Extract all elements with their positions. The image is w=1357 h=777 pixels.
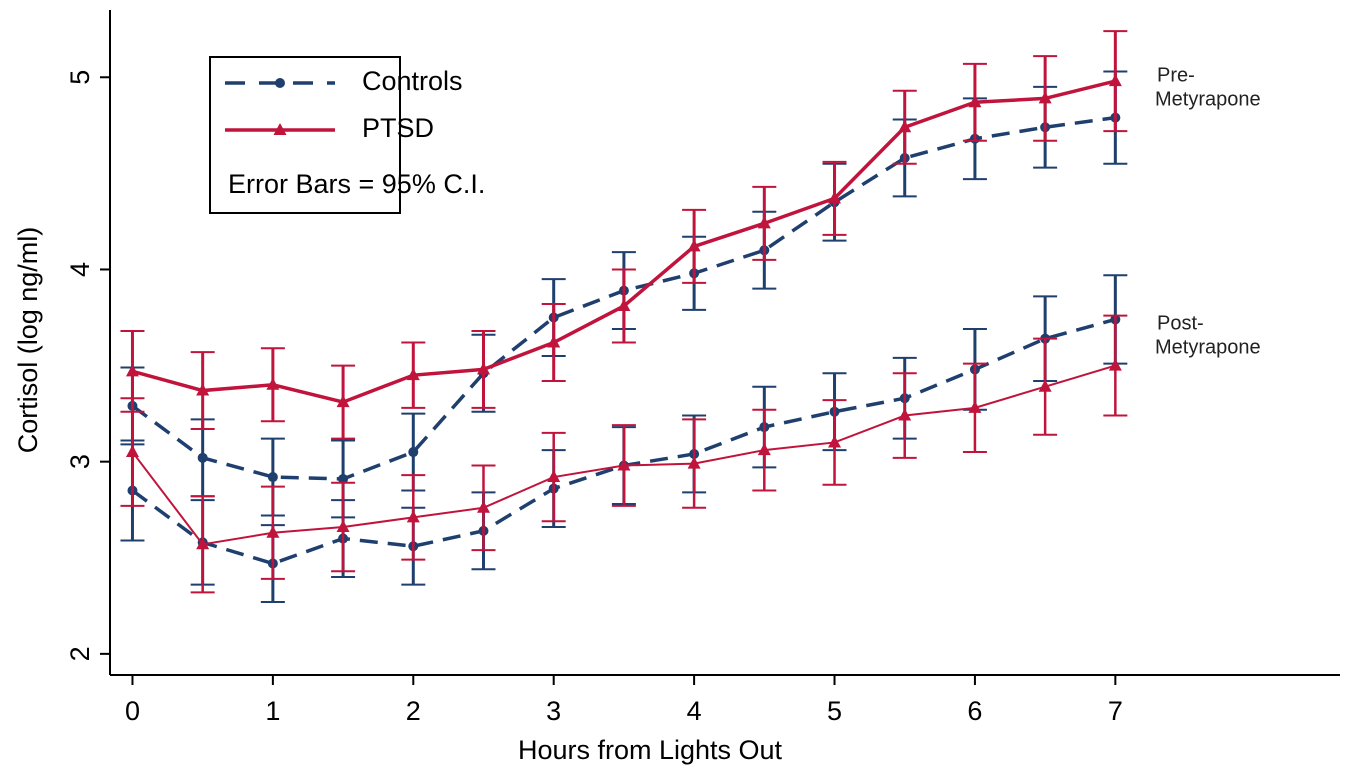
marker bbox=[1108, 74, 1122, 87]
y-tick-label: 3 bbox=[65, 454, 95, 469]
marker bbox=[1108, 358, 1122, 371]
marker bbox=[196, 537, 210, 550]
marker bbox=[687, 456, 701, 469]
marker bbox=[336, 520, 350, 533]
marker bbox=[275, 78, 285, 88]
marker bbox=[476, 500, 490, 513]
legend-label: PTSD bbox=[362, 113, 434, 143]
group-label: Metyrapone bbox=[1155, 88, 1261, 110]
marker bbox=[757, 216, 771, 229]
marker bbox=[196, 383, 210, 396]
x-tick-label: 4 bbox=[687, 696, 702, 726]
marker bbox=[1038, 379, 1052, 392]
y-tick-label: 4 bbox=[65, 262, 95, 277]
marker bbox=[408, 447, 419, 458]
group-label: Post- bbox=[1157, 313, 1204, 335]
marker bbox=[336, 395, 350, 408]
x-axis-title: Hours from Lights Out bbox=[518, 735, 783, 765]
marker bbox=[476, 362, 490, 375]
marker bbox=[687, 239, 701, 252]
y-axis-title: Cortisol (log ng/ml) bbox=[13, 227, 43, 454]
marker bbox=[338, 473, 349, 484]
marker bbox=[968, 95, 982, 108]
x-tick-label: 3 bbox=[546, 696, 561, 726]
marker bbox=[125, 364, 139, 377]
marker bbox=[197, 452, 208, 463]
marker bbox=[266, 377, 280, 390]
legend-item: PTSD bbox=[225, 113, 434, 143]
x-tick-label: 7 bbox=[1108, 696, 1123, 726]
marker bbox=[617, 298, 631, 311]
legend-note: Error Bars = 95% C.I. bbox=[228, 169, 485, 199]
x-tick-label: 0 bbox=[125, 696, 140, 726]
marker bbox=[617, 458, 631, 471]
x-tick-label: 2 bbox=[406, 696, 421, 726]
group-label: Pre- bbox=[1157, 64, 1195, 86]
legend-label: Controls bbox=[362, 66, 463, 96]
x-tick-label: 5 bbox=[827, 696, 842, 726]
marker bbox=[547, 470, 561, 483]
x-tick-label: 1 bbox=[265, 696, 280, 726]
group-label: Metyrapone bbox=[1155, 337, 1261, 359]
y-tick-label: 2 bbox=[65, 646, 95, 661]
marker bbox=[267, 472, 278, 483]
marker bbox=[547, 335, 561, 348]
marker bbox=[898, 408, 912, 421]
plot-area bbox=[120, 30, 1128, 603]
marker bbox=[406, 368, 420, 381]
y-tick-label: 5 bbox=[65, 70, 95, 85]
marker bbox=[266, 525, 280, 538]
marker bbox=[757, 443, 771, 456]
legend-item: Controls bbox=[225, 66, 463, 96]
marker bbox=[125, 445, 139, 458]
marker bbox=[1038, 91, 1052, 104]
legend: Controls PTSD bbox=[225, 66, 463, 143]
marker bbox=[406, 510, 420, 523]
marker bbox=[828, 191, 842, 204]
marker bbox=[898, 120, 912, 133]
x-tick-label: 6 bbox=[967, 696, 982, 726]
marker bbox=[828, 435, 842, 448]
marker bbox=[273, 123, 287, 135]
marker bbox=[968, 400, 982, 413]
